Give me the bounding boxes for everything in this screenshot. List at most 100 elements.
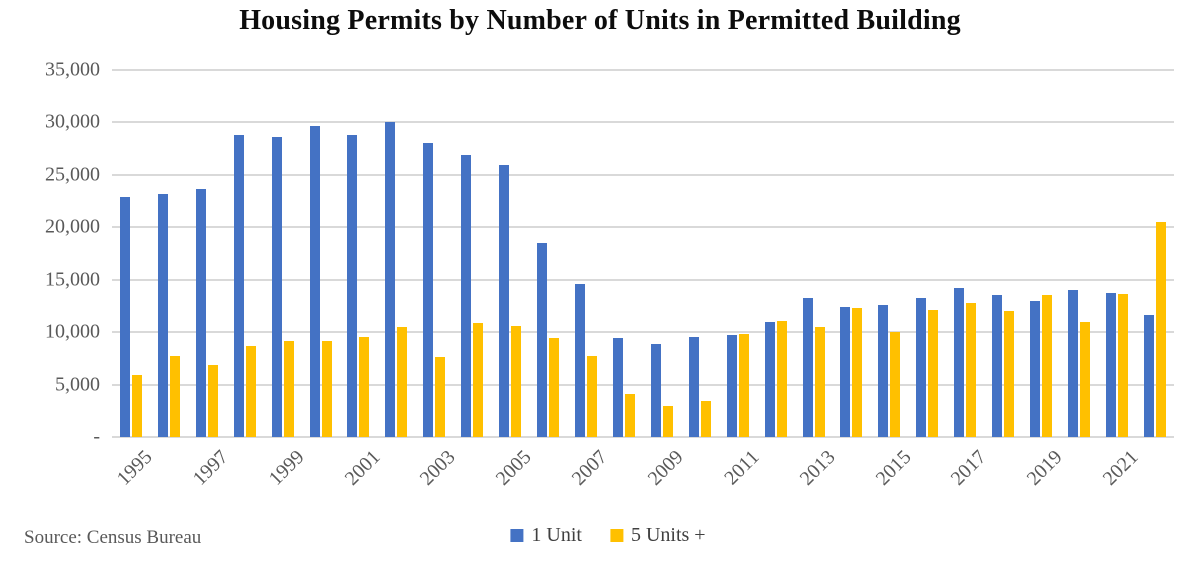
bar-2016-1-unit [916, 297, 927, 437]
bar-2000-1-unit [309, 125, 320, 437]
bar-2017-5-units-plus [966, 302, 977, 437]
bar-group-2003 [423, 70, 446, 437]
bar-2002-5-units-plus [397, 326, 408, 437]
bar-group-2017 [954, 70, 977, 437]
bar-group-2009 [650, 70, 673, 437]
legend-swatch-5-units-plus-icon [609, 529, 623, 542]
bar-group-2005 [499, 70, 522, 437]
bar-1999-1-unit [271, 137, 282, 437]
bar-2008-5-units-plus [624, 394, 635, 437]
bar-2016-5-units-plus [928, 310, 939, 437]
bar-group-2015 [878, 70, 901, 437]
bar-2001-5-units-plus [359, 337, 370, 437]
bar-2009-1-unit [650, 343, 661, 437]
x-tick-label-2009: 2009 [643, 446, 688, 490]
bar-2007-1-unit [575, 283, 586, 437]
bar-group-2004 [461, 70, 484, 437]
bar-2017-1-unit [954, 288, 965, 437]
legend-label-1-unit: 1 Unit [531, 524, 582, 546]
y-tick-label: 30,000 [45, 110, 100, 133]
bar-2010-5-units-plus [700, 401, 711, 437]
x-tick-label-2005: 2005 [491, 446, 536, 490]
x-tick-label-2019: 2019 [1022, 446, 1067, 490]
bar-group-2013 [802, 70, 825, 437]
x-tick-label-2001: 2001 [340, 446, 385, 490]
bar-1995-5-units-plus [131, 375, 142, 437]
bar-2003-5-units-plus [435, 357, 446, 437]
x-tick-label-2015: 2015 [871, 446, 916, 490]
y-axis: 35,000 30,000 25,000 20,000 15,000 10,000 5,00… [0, 59, 100, 448]
bar-2002-1-unit [385, 122, 396, 437]
bar-group-2006 [537, 70, 560, 437]
y-tick-label: 10,000 [45, 320, 100, 343]
bar-2013-5-units-plus [814, 326, 825, 437]
plot-area [112, 69, 1174, 438]
bar-2001-1-unit [347, 135, 358, 437]
bar-1996-5-units-plus [169, 356, 180, 437]
bar-2004-5-units-plus [473, 322, 484, 437]
gridline [112, 226, 1174, 229]
bar-2011-5-units-plus [738, 334, 749, 437]
bar-2018-1-unit [992, 295, 1003, 437]
bar-group-1997 [195, 70, 218, 437]
bar-1997-1-unit [195, 188, 206, 437]
bar-group-2019 [1030, 70, 1053, 437]
bar-2004-1-unit [461, 154, 472, 437]
bar-group-2008 [612, 70, 635, 437]
y-tick-label: 15,000 [45, 268, 100, 291]
legend-swatch-1-unit-icon [510, 529, 524, 542]
bar-1998-5-units-plus [245, 345, 256, 437]
x-tick-label-2017: 2017 [947, 446, 991, 490]
bar-2005-5-units-plus [511, 325, 522, 437]
bar-2000-5-units-plus [321, 340, 332, 437]
source-note: Source: Census Bureau [24, 527, 202, 548]
gridline [112, 383, 1174, 386]
bar-2013-1-unit [802, 297, 813, 437]
bar-2008-1-unit [612, 338, 623, 437]
bar-group-2002 [385, 70, 408, 437]
bar-2010-1-unit [688, 337, 699, 437]
bar-2020-1-unit [1068, 290, 1078, 437]
bar-1998-1-unit [233, 135, 244, 437]
bar-2014-5-units-plus [852, 308, 863, 437]
x-tick-label-1999: 1999 [264, 446, 309, 490]
bar-group-2014 [840, 70, 863, 437]
gridline [112, 331, 1174, 334]
bar-group-1995 [119, 70, 142, 437]
legend-label-5-units-plus: 5 Units + [630, 524, 706, 546]
bar-2006-1-unit [537, 243, 548, 437]
legend: 1 Unit 5 Units + [510, 524, 706, 547]
legend-item-5-units-plus: 5 Units + [609, 524, 706, 547]
bar-2019-1-unit [1030, 300, 1041, 437]
bar-2012-1-unit [764, 321, 775, 437]
y-tick-label: 20,000 [45, 215, 100, 238]
gridline [112, 173, 1174, 176]
gridline [112, 436, 1174, 438]
bar-2006-5-units-plus [549, 338, 560, 437]
bar-group-2007 [575, 70, 598, 437]
bar-2019-5-units-plus [1042, 295, 1053, 437]
bar-1997-5-units-plus [207, 364, 218, 437]
bar-1995-1-unit [119, 196, 130, 437]
bar-group-2011 [726, 70, 749, 437]
x-tick-label-2003: 2003 [416, 446, 460, 490]
bar-2011-1-unit [726, 335, 737, 437]
bar-2014-1-unit [840, 306, 851, 437]
bar-2007-5-units-plus [587, 356, 598, 437]
bar-group-1996 [157, 70, 180, 437]
bar-group-2018 [992, 70, 1015, 437]
bar-group-1999 [271, 70, 294, 437]
bar-2022-5-units-plus [1155, 222, 1166, 437]
y-tick-label: 25,000 [45, 163, 100, 186]
bar-group-2010 [688, 70, 711, 437]
x-tick-label-1995: 1995 [112, 446, 157, 490]
bar-1996-1-unit [157, 193, 168, 437]
y-tick-label: - [93, 425, 100, 448]
y-tick-label: 35,000 [45, 58, 100, 81]
x-tick-label-2013: 2013 [795, 446, 840, 490]
bars-layer [112, 70, 1174, 437]
bar-1999-5-units-plus [283, 340, 294, 437]
y-tick-label: 5,000 [55, 373, 100, 396]
bar-group-2020 [1068, 70, 1090, 437]
x-tick-label-2011: 2011 [720, 446, 764, 490]
